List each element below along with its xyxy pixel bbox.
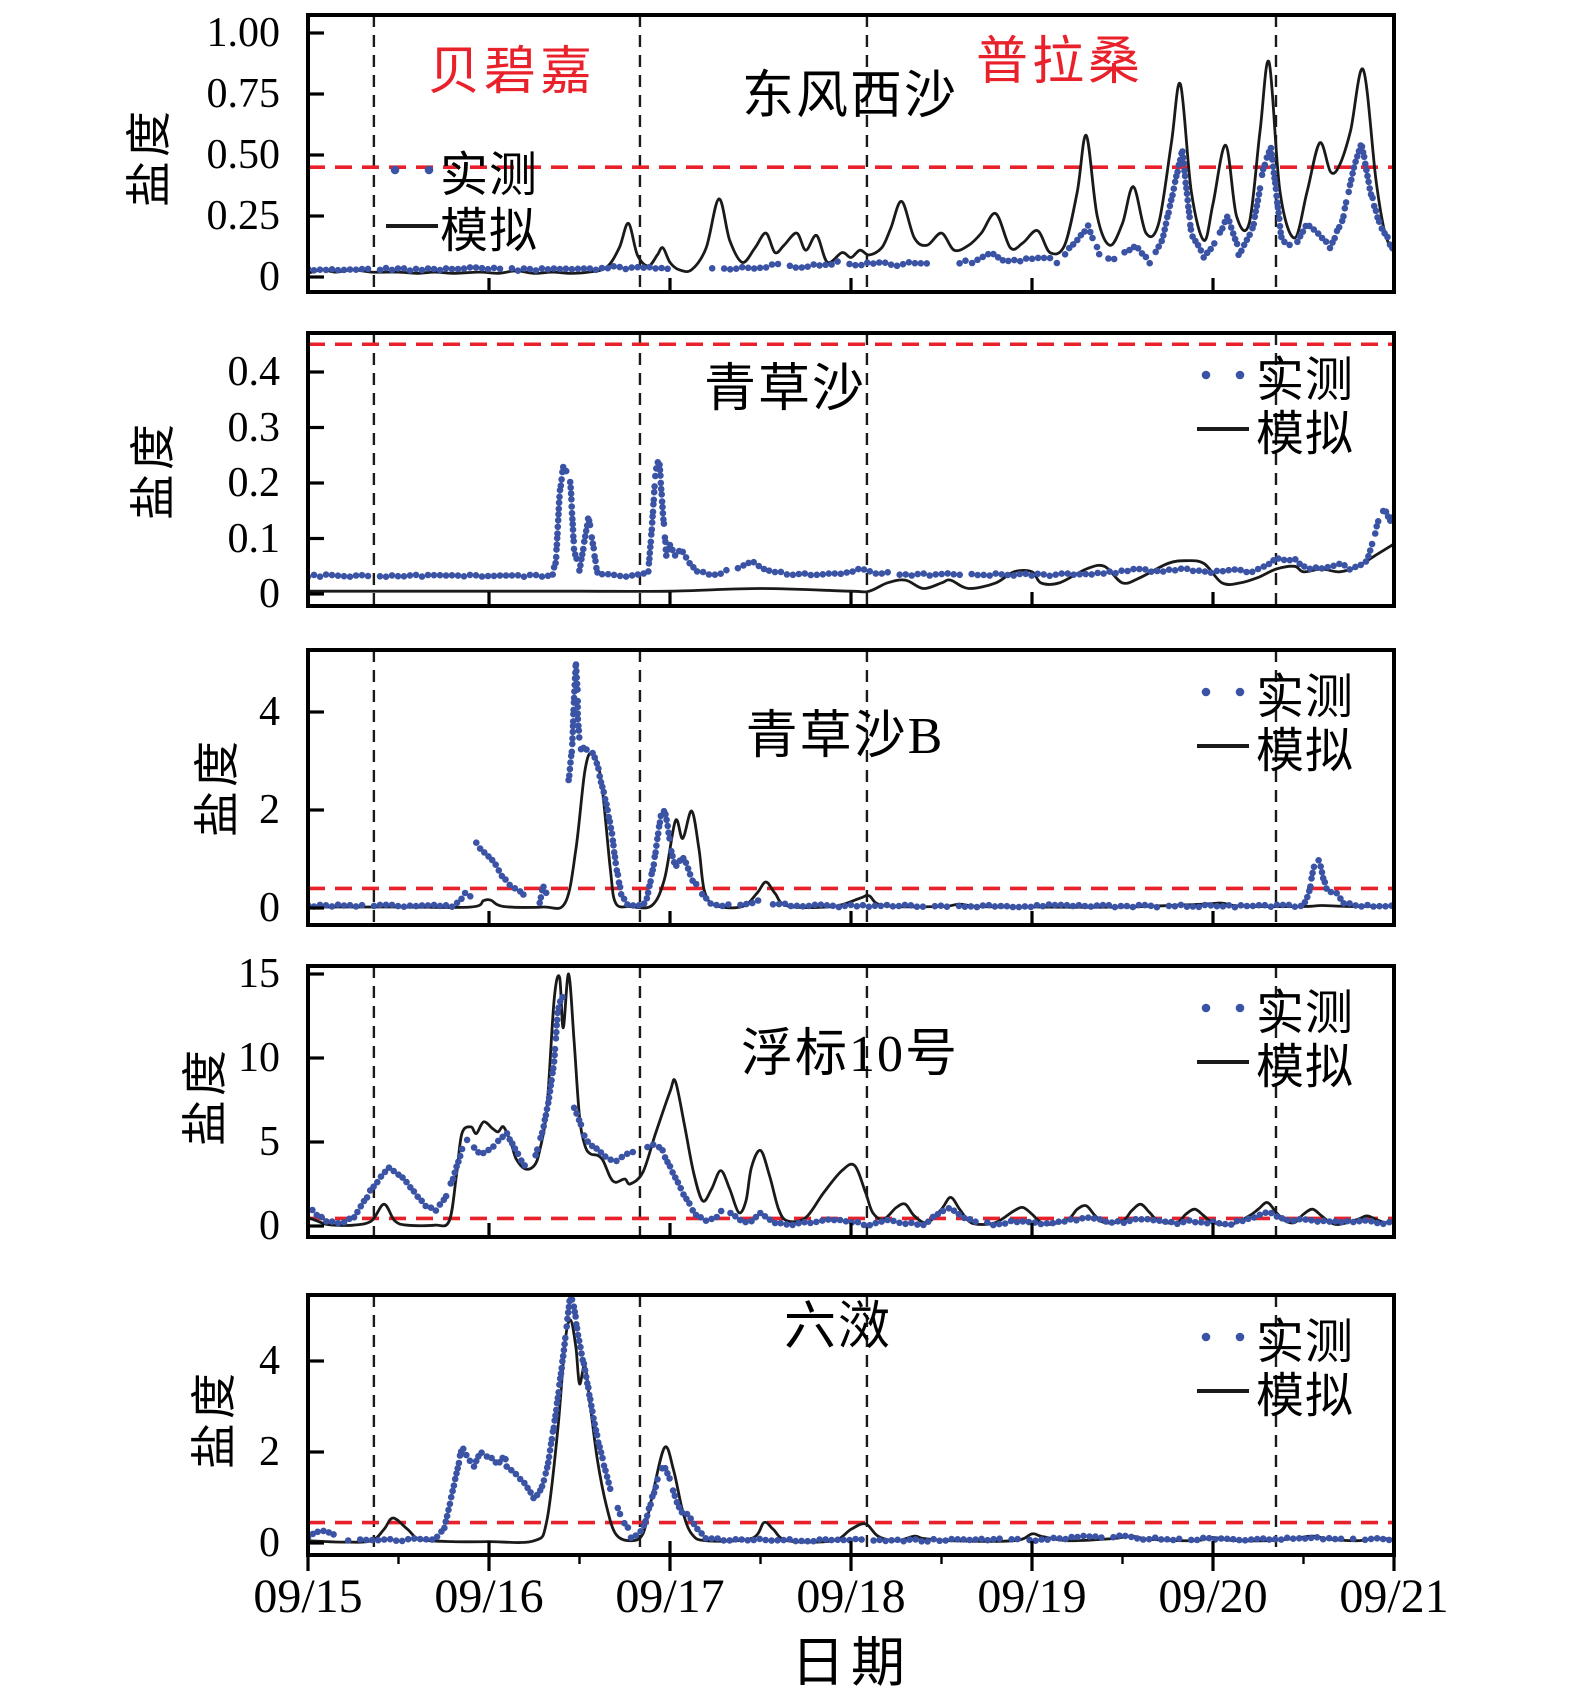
y-tick-label: 0.25 [206,193,281,239]
y-tick-label: 5 [259,1119,280,1165]
y-tick-label: 0.50 [206,132,281,178]
panel-title-3: 浮标10号 [740,1026,960,1083]
y-tick-label: 0.75 [206,71,281,117]
x-tick-label: 09/16 [434,1570,544,1623]
y-tick-label: 1.00 [206,10,281,56]
y-tick-label: 0 [259,1520,280,1566]
panel-3 [308,966,1394,1237]
legend-markers-3 [1197,1003,1249,1064]
y-tick-label: 0.1 [227,515,281,562]
x-axis-title: 日期 [791,1633,911,1693]
y-tick-label: 0.3 [227,404,281,451]
legend-markers-0 [386,165,438,228]
panel-title-1: 青草沙 [703,361,867,418]
x-tick-label: 09/19 [977,1570,1087,1623]
y-tick-label: 0 [259,885,280,931]
legend-sim-label: 模拟 [1256,1370,1355,1423]
x-tick-label: 09/20 [1158,1570,1268,1623]
legend-obs-label: 实测 [1256,671,1355,724]
legend-obs-label: 实测 [1256,987,1355,1040]
legend-obs-label: 实测 [1256,354,1355,407]
panel-2 [308,650,1394,925]
legend-markers-2 [1197,687,1249,748]
x-tick-label: 09/21 [1339,1570,1449,1623]
y-tick-label: 4 [259,689,280,735]
panel-title-2: 青草沙B [745,708,945,765]
legend-markers-4 [1197,1332,1249,1393]
x-tick-label: 09/15 [253,1570,363,1623]
y-tick-label: 10 [238,1035,280,1081]
legend-sim-label: 模拟 [1256,725,1355,778]
legend-markers-1 [1197,370,1249,431]
legend-obs-label: 实测 [440,149,539,202]
panel-title-0: 东风西沙 [741,68,959,125]
legend-obs-label: 实测 [1256,1316,1355,1369]
panel-0 [308,15,1394,292]
y-tick-label: 2 [259,787,280,833]
legend-sim-label: 模拟 [1256,408,1355,461]
y-tick-label: 4 [259,1338,280,1384]
typhoon-label-bebinca: 贝碧嘉 [427,44,597,101]
y-tick-label: 0.4 [227,349,281,395]
y-tick-label: 0 [259,571,280,617]
y-tick-label: 0 [259,254,280,300]
legend-sim-label: 模拟 [1256,1041,1355,1094]
y-tick-label: 15 [238,951,280,997]
panel-title-4: 六滧 [783,1299,893,1356]
legend-sim-label: 模拟 [440,205,539,258]
panel-4 [308,1295,1394,1555]
x-tick-label: 09/18 [796,1570,906,1623]
typhoon-label-pulasan: 普拉桑 [975,34,1145,91]
y-tick-label: 2 [259,1429,280,1475]
y-tick-label: 0 [259,1203,280,1249]
y-tick-label: 0.2 [227,460,281,506]
panel-1 [308,333,1394,606]
x-tick-label: 09/17 [615,1570,725,1623]
